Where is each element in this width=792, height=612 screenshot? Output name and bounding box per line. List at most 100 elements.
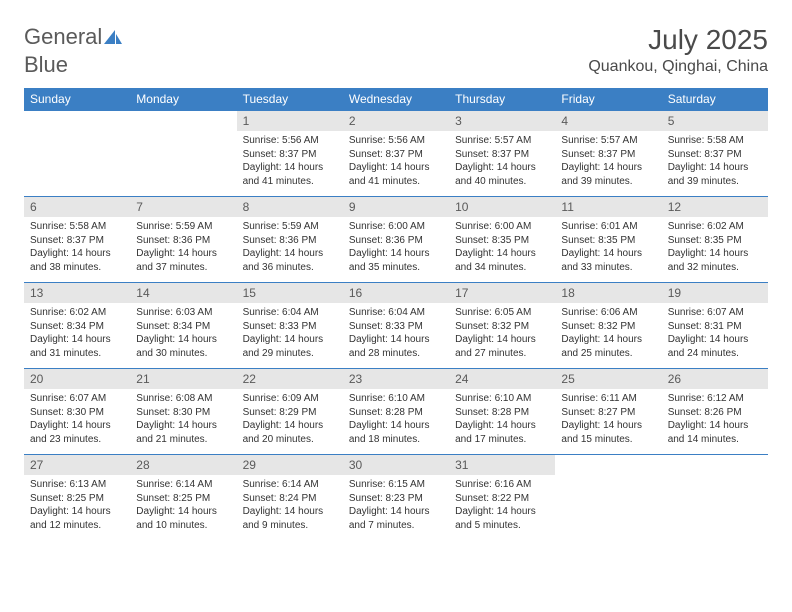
day-content: Sunrise: 6:02 AMSunset: 8:34 PMDaylight:… (24, 303, 130, 364)
day-header: Saturday (662, 88, 768, 111)
day-line-d2: and 10 minutes. (136, 519, 230, 533)
day-line-sr: Sunrise: 6:16 AM (455, 478, 549, 492)
day-line-ss: Sunset: 8:33 PM (243, 320, 337, 334)
day-number: 24 (449, 369, 555, 389)
day-content: Sunrise: 6:07 AMSunset: 8:31 PMDaylight:… (662, 303, 768, 364)
day-line-ss: Sunset: 8:35 PM (561, 234, 655, 248)
day-line-d2: and 28 minutes. (349, 347, 443, 361)
day-number: 23 (343, 369, 449, 389)
day-line-sr: Sunrise: 6:12 AM (668, 392, 762, 406)
day-header: Tuesday (237, 88, 343, 111)
day-cell: 11Sunrise: 6:01 AMSunset: 8:35 PMDayligh… (555, 197, 661, 283)
day-line-ss: Sunset: 8:25 PM (136, 492, 230, 506)
day-line-d2: and 24 minutes. (668, 347, 762, 361)
day-cell (24, 111, 130, 197)
logo: General (24, 24, 124, 50)
day-line-d2: and 32 minutes. (668, 261, 762, 275)
day-line-d2: and 9 minutes. (243, 519, 337, 533)
day-number: 10 (449, 197, 555, 217)
day-line-d2: and 36 minutes. (243, 261, 337, 275)
day-header: Sunday (24, 88, 130, 111)
day-cell: 28Sunrise: 6:14 AMSunset: 8:25 PMDayligh… (130, 455, 236, 541)
day-cell: 23Sunrise: 6:10 AMSunset: 8:28 PMDayligh… (343, 369, 449, 455)
day-line-ss: Sunset: 8:37 PM (30, 234, 124, 248)
day-line-sr: Sunrise: 5:58 AM (668, 134, 762, 148)
day-number: 7 (130, 197, 236, 217)
day-line-sr: Sunrise: 6:00 AM (349, 220, 443, 234)
day-number: 19 (662, 283, 768, 303)
day-line-ss: Sunset: 8:31 PM (668, 320, 762, 334)
title-block: July 2025 Quankou, Qinghai, China (588, 24, 768, 76)
day-content: Sunrise: 6:14 AMSunset: 8:24 PMDaylight:… (237, 475, 343, 536)
day-content: Sunrise: 5:58 AMSunset: 8:37 PMDaylight:… (24, 217, 130, 278)
day-line-d2: and 41 minutes. (243, 175, 337, 189)
day-line-sr: Sunrise: 6:10 AM (349, 392, 443, 406)
day-number: 3 (449, 111, 555, 131)
day-line-sr: Sunrise: 6:04 AM (349, 306, 443, 320)
day-line-d2: and 41 minutes. (349, 175, 443, 189)
day-line-d1: Daylight: 14 hours (668, 419, 762, 433)
day-number: 18 (555, 283, 661, 303)
page-header: General July 2025 Quankou, Qinghai, Chin… (24, 24, 768, 76)
day-number: 12 (662, 197, 768, 217)
day-number: 28 (130, 455, 236, 475)
day-cell: 21Sunrise: 6:08 AMSunset: 8:30 PMDayligh… (130, 369, 236, 455)
day-line-sr: Sunrise: 6:07 AM (668, 306, 762, 320)
day-content: Sunrise: 6:00 AMSunset: 8:35 PMDaylight:… (449, 217, 555, 278)
day-line-d2: and 21 minutes. (136, 433, 230, 447)
week-row: 13Sunrise: 6:02 AMSunset: 8:34 PMDayligh… (24, 283, 768, 369)
day-line-d1: Daylight: 14 hours (349, 333, 443, 347)
day-line-d1: Daylight: 14 hours (668, 247, 762, 261)
day-content: Sunrise: 6:06 AMSunset: 8:32 PMDaylight:… (555, 303, 661, 364)
day-content: Sunrise: 5:56 AMSunset: 8:37 PMDaylight:… (237, 131, 343, 192)
day-number: 25 (555, 369, 661, 389)
day-content: Sunrise: 6:02 AMSunset: 8:35 PMDaylight:… (662, 217, 768, 278)
day-line-d1: Daylight: 14 hours (349, 419, 443, 433)
day-line-d1: Daylight: 14 hours (561, 247, 655, 261)
day-cell: 7Sunrise: 5:59 AMSunset: 8:36 PMDaylight… (130, 197, 236, 283)
week-row: 1Sunrise: 5:56 AMSunset: 8:37 PMDaylight… (24, 111, 768, 197)
day-content: Sunrise: 6:16 AMSunset: 8:22 PMDaylight:… (449, 475, 555, 536)
day-line-sr: Sunrise: 6:13 AM (30, 478, 124, 492)
day-line-ss: Sunset: 8:32 PM (455, 320, 549, 334)
day-number: 31 (449, 455, 555, 475)
day-cell: 31Sunrise: 6:16 AMSunset: 8:22 PMDayligh… (449, 455, 555, 541)
day-cell: 26Sunrise: 6:12 AMSunset: 8:26 PMDayligh… (662, 369, 768, 455)
day-line-d1: Daylight: 14 hours (349, 161, 443, 175)
logo-sail-icon (104, 30, 122, 44)
day-cell: 18Sunrise: 6:06 AMSunset: 8:32 PMDayligh… (555, 283, 661, 369)
logo-text-blue: Blue (24, 52, 68, 77)
logo-blue-row: Blue (24, 52, 68, 78)
day-line-d1: Daylight: 14 hours (668, 161, 762, 175)
day-content: Sunrise: 5:58 AMSunset: 8:37 PMDaylight:… (662, 131, 768, 192)
day-cell: 30Sunrise: 6:15 AMSunset: 8:23 PMDayligh… (343, 455, 449, 541)
day-line-d2: and 39 minutes. (561, 175, 655, 189)
day-line-d1: Daylight: 14 hours (30, 505, 124, 519)
day-cell (662, 455, 768, 541)
day-content: Sunrise: 6:04 AMSunset: 8:33 PMDaylight:… (343, 303, 449, 364)
day-cell: 14Sunrise: 6:03 AMSunset: 8:34 PMDayligh… (130, 283, 236, 369)
day-number: 5 (662, 111, 768, 131)
day-number: 6 (24, 197, 130, 217)
day-content: Sunrise: 6:11 AMSunset: 8:27 PMDaylight:… (555, 389, 661, 450)
day-line-d2: and 35 minutes. (349, 261, 443, 275)
day-content: Sunrise: 5:59 AMSunset: 8:36 PMDaylight:… (237, 217, 343, 278)
day-line-sr: Sunrise: 6:03 AM (136, 306, 230, 320)
day-line-ss: Sunset: 8:25 PM (30, 492, 124, 506)
day-line-ss: Sunset: 8:29 PM (243, 406, 337, 420)
day-content: Sunrise: 5:57 AMSunset: 8:37 PMDaylight:… (555, 131, 661, 192)
day-line-d2: and 31 minutes. (30, 347, 124, 361)
day-content: Sunrise: 6:08 AMSunset: 8:30 PMDaylight:… (130, 389, 236, 450)
day-line-d1: Daylight: 14 hours (349, 505, 443, 519)
day-content: Sunrise: 5:59 AMSunset: 8:36 PMDaylight:… (130, 217, 236, 278)
day-line-sr: Sunrise: 6:15 AM (349, 478, 443, 492)
day-line-sr: Sunrise: 6:02 AM (30, 306, 124, 320)
day-line-d1: Daylight: 14 hours (243, 419, 337, 433)
day-number: 30 (343, 455, 449, 475)
day-line-sr: Sunrise: 5:57 AM (561, 134, 655, 148)
day-line-sr: Sunrise: 6:07 AM (30, 392, 124, 406)
week-row: 20Sunrise: 6:07 AMSunset: 8:30 PMDayligh… (24, 369, 768, 455)
day-content: Sunrise: 6:12 AMSunset: 8:26 PMDaylight:… (662, 389, 768, 450)
day-cell: 15Sunrise: 6:04 AMSunset: 8:33 PMDayligh… (237, 283, 343, 369)
day-number: 14 (130, 283, 236, 303)
